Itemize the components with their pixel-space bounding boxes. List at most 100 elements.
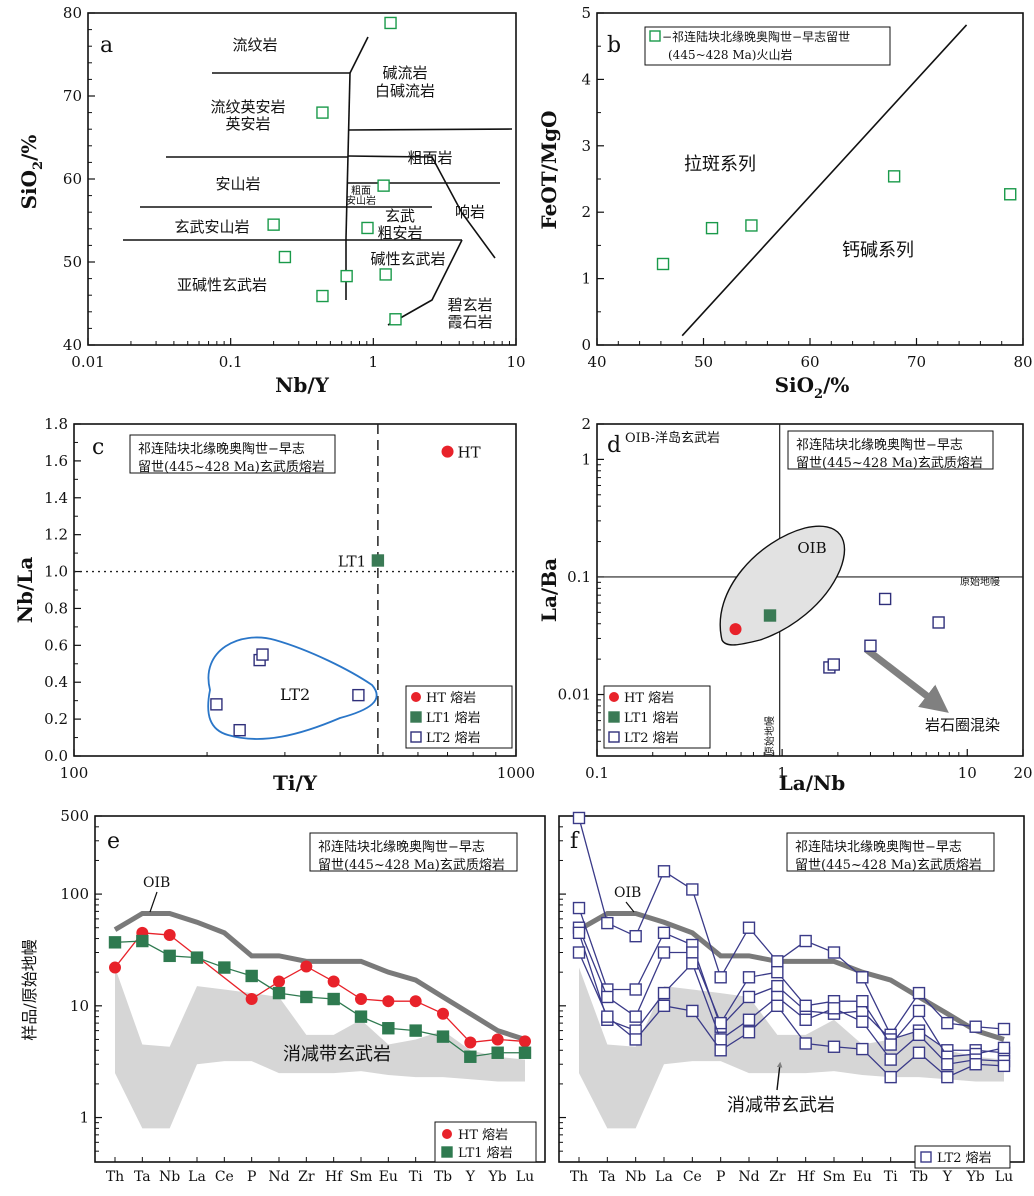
primitive-mantle-label-h: 原始地幔 — [960, 575, 1000, 588]
y-tick-label: 1 — [581, 270, 591, 288]
legend-lt2-label: LT2 熔岩 — [624, 731, 679, 746]
x-tick-label: 100 — [60, 764, 89, 782]
data-point — [379, 268, 392, 281]
data-point — [1004, 188, 1017, 201]
field-boundary — [349, 36, 369, 74]
legend-lt1-label: LT1 熔岩 — [458, 1146, 513, 1161]
element-label: Nd — [738, 1169, 759, 1185]
element-label: Nd — [268, 1169, 289, 1185]
sample-line — [578, 927, 1005, 1058]
lt2-point — [714, 1044, 727, 1057]
lt2-point — [771, 955, 784, 968]
lt2-point — [233, 723, 246, 737]
element-label: Ta — [599, 1169, 616, 1185]
lt2-point — [884, 1053, 897, 1066]
legend-lt1-marker — [608, 711, 620, 723]
lt2-point — [856, 994, 869, 1008]
lt1-point — [218, 961, 231, 974]
legend-ht-label: HT 熔岩 — [458, 1128, 508, 1143]
oib-curve-label: OIB — [614, 885, 641, 901]
panel-d-frame — [596, 423, 1024, 757]
lt2-point — [856, 1015, 869, 1028]
rock-field-label: 安山岩 — [346, 194, 376, 207]
ht-point — [382, 995, 395, 1008]
element-label: P — [247, 1169, 256, 1185]
y-tick-label: 0.0 — [44, 747, 68, 765]
field-boundary — [345, 72, 351, 239]
lt2-point — [799, 1013, 812, 1026]
y-tick-label: 3 — [581, 137, 591, 155]
oib-field — [719, 525, 846, 646]
x-tick-label: 40 — [587, 353, 606, 371]
crustal-contamination-label: 岩石圈混染 — [925, 716, 1000, 734]
subduction-basalt-label: 消减带玄武岩 — [727, 1095, 835, 1116]
lt1-point — [163, 949, 176, 963]
panel-d-legend-box — [603, 685, 711, 749]
panel-e-note-line: 祁连陆块北缘晚奥陶世−早志 — [318, 839, 485, 855]
lt2-point — [912, 1046, 926, 1059]
element-label: Lu — [995, 1169, 1013, 1185]
field-boundary — [387, 239, 463, 326]
panel-b-legend-line: −祁连陆块北缘晚奥陶世−早志留世 — [662, 29, 850, 44]
legend-lt1-label: LT1 熔岩 — [426, 711, 481, 726]
data-point — [340, 269, 353, 283]
panel-b-y-axis-label: FeOT/MgO — [537, 111, 561, 230]
panel-d-note-box — [787, 430, 994, 470]
lt2-point — [799, 999, 812, 1013]
x-tick-label: 0.01 — [71, 353, 104, 371]
panel-b-legend-line: (445~428 Ma)火山岩 — [668, 47, 792, 62]
data-point — [316, 289, 329, 303]
ht-point — [109, 961, 121, 974]
rock-field-label: 白碱流岩 — [375, 82, 435, 100]
panel-e-note-box — [309, 832, 518, 872]
lt2-point — [742, 1026, 756, 1039]
lt1-point — [354, 1010, 368, 1023]
oib-definition-label: OIB-洋岛玄武岩 — [625, 430, 720, 446]
panel-a-x-axis-label: Nb/Y — [275, 373, 330, 397]
lt2-point — [969, 1020, 982, 1033]
lt2-point — [657, 926, 671, 940]
lt2-point — [912, 1028, 926, 1042]
legend-ht-marker — [442, 1129, 452, 1139]
lt2-point — [657, 999, 671, 1013]
element-label: Ce — [683, 1169, 702, 1185]
lt2-point — [941, 1070, 954, 1084]
lt2-point — [997, 1022, 1011, 1036]
panel-d-y-axis-label: La/Ba — [537, 558, 561, 622]
panel-d-note-line: 祁连陆块北缘晚奥陶世−早志 — [796, 437, 963, 453]
rock-field-label: 玄武安山岩 — [174, 218, 249, 236]
element-label: Th — [106, 1169, 124, 1185]
legend-lt2-marker — [608, 731, 620, 743]
y-tick-label: 1.6 — [44, 452, 68, 470]
rock-field-label: 流纹英安岩 — [210, 98, 285, 116]
panel-a-y-axis-label: SiO2/% — [17, 135, 46, 210]
lt2-point — [827, 946, 841, 959]
legend-lt1-marker — [441, 1146, 453, 1158]
tholeiite-calcalkaline-boundary — [681, 24, 968, 337]
panel-e-note-line: 留世(445~428 Ma)玄武质熔岩 — [318, 858, 505, 873]
lt1-point — [108, 936, 122, 949]
panel-f-frame — [558, 815, 1025, 1163]
lt2-point — [629, 1033, 642, 1046]
y-tick-label: 70 — [63, 87, 82, 105]
element-label: La — [655, 1169, 673, 1185]
lt2-point — [827, 658, 840, 671]
lt2-point — [601, 1010, 614, 1023]
ht-point — [729, 623, 742, 636]
element-label: Zr — [769, 1169, 786, 1185]
rock-field-label: 响岩 — [455, 203, 485, 221]
y-tick-label: 1 — [79, 1109, 89, 1127]
ht-point — [245, 993, 258, 1006]
data-point — [361, 221, 374, 235]
primitive-mantle-label-v: 原始地幔 — [763, 716, 776, 756]
oib-label-leader — [149, 891, 158, 913]
subduction-basalt-band — [579, 967, 1004, 1129]
sample-line — [578, 952, 1005, 1079]
lt2-point — [572, 811, 586, 825]
crustal-contamination-arrow — [863, 646, 949, 713]
legend-lt1-marker — [410, 711, 422, 723]
lt2-point — [771, 979, 784, 993]
lt1-point — [491, 1046, 504, 1059]
rock-field-label: 玄武 — [385, 207, 415, 225]
y-tick-label: 50 — [63, 253, 82, 271]
